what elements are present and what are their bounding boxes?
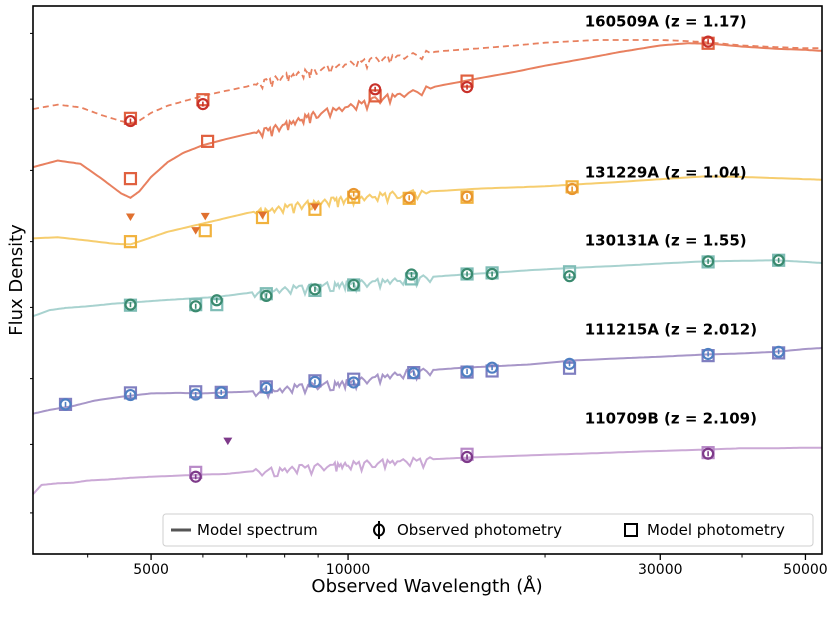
model-spectrum-line [32, 446, 822, 495]
plot-frame [32, 5, 823, 555]
upper-limit-point [125, 213, 135, 221]
model-photometry-point [200, 134, 215, 148]
grb-label: 130131A (z = 1.55) [585, 232, 747, 250]
upper-limit-point [257, 211, 267, 220]
observed-photometry-point [210, 294, 223, 307]
observed-photometry-point [189, 470, 202, 483]
series-group [32, 35, 823, 199]
observed-photometry-point [485, 267, 499, 281]
observed-photometry-point [308, 283, 322, 296]
legend-box [162, 513, 814, 547]
model-photometry-point [123, 111, 138, 125]
y-axis-label: Flux Density [6, 224, 27, 336]
observed-photometry-point [124, 298, 137, 311]
observed-photometry-point [563, 270, 576, 283]
model-photometry-point [460, 447, 474, 461]
plot-area [32, 35, 823, 495]
observed-photometry-point [702, 447, 715, 460]
observed-photometry-point [485, 361, 499, 374]
grb-labels: 160509A (z = 1.17) 131229A (z = 1.04) 1301… [585, 12, 757, 427]
x-tick-label: 5000 [133, 562, 169, 578]
series-group [32, 253, 823, 318]
model-spectrum-line [32, 42, 823, 199]
observed-photometry-point [124, 114, 137, 128]
observed-photometry-point [215, 386, 228, 399]
observed-photometry-point [772, 345, 785, 358]
observed-photometry-point [702, 347, 715, 361]
x-axis-label: Observed Wavelength (Å) [311, 575, 542, 597]
axis-ticks: 5000 10000 30000 50000 [30, 32, 828, 578]
grb-label: 111215A (z = 2.012) [585, 320, 757, 338]
grb-label: 160509A (z = 1.17) [585, 12, 747, 30]
model-spectrum-dashed-line [32, 39, 822, 125]
x-tick-label: 10000 [326, 562, 371, 578]
observed-photometry-point [196, 97, 209, 111]
observed-photometry-point [702, 35, 715, 48]
observed-photometry-point [566, 182, 579, 196]
observed-photometry-point [460, 267, 474, 281]
legend: Model spectrum Observed photometry Model… [162, 513, 814, 547]
observed-photometry-point [460, 365, 474, 378]
model-photometry-point [123, 172, 138, 186]
observed-photometry-point [407, 367, 420, 380]
upper-limit-point [200, 212, 210, 221]
legend-square-icon [624, 523, 638, 537]
observed-photometry-point [189, 300, 202, 313]
model-photometry-point [189, 385, 203, 399]
legend-entry-observed-photometry: Observed photometry [397, 521, 562, 539]
observed-photometry-point [260, 381, 273, 395]
observed-photometry-point [59, 398, 72, 411]
observed-photometry-point [189, 388, 202, 401]
observed-photometry-point [347, 278, 360, 292]
legend-entry-model-spectrum: Model spectrum [197, 521, 318, 539]
model-spectrum-line [32, 259, 823, 318]
upper-limit-point [223, 437, 233, 446]
series-group [32, 175, 822, 249]
x-tick-label: 50000 [783, 562, 828, 578]
observed-photometry-point [772, 254, 785, 267]
upper-limit-point [310, 203, 320, 212]
grb-label: 131229A (z = 1.04) [585, 164, 747, 182]
observed-photometry-point [260, 289, 273, 302]
observed-photometry-point [347, 376, 360, 389]
observed-photometry-point [460, 81, 474, 94]
observed-photometry-point [405, 268, 418, 281]
observed-photometry-point [124, 388, 137, 402]
grb-label: 110709B (z = 2.109) [585, 410, 757, 428]
observed-photometry-point [403, 191, 416, 204]
observed-photometry-point [563, 357, 576, 370]
series-group [32, 345, 823, 415]
model-photometry-point [123, 235, 138, 249]
observed-photometry-point [702, 255, 715, 268]
observed-photometry-point [308, 375, 322, 389]
series-group [32, 437, 822, 495]
observed-photometry-point [460, 450, 474, 464]
observed-photometry-point [347, 187, 360, 201]
x-tick-label: 30000 [638, 562, 683, 578]
legend-entry-model-photometry: Model photometry [647, 521, 785, 539]
model-photometry-point [198, 224, 212, 238]
observed-photometry-point [460, 190, 474, 203]
upper-limit-point [191, 227, 201, 235]
observed-photometry-point [369, 83, 382, 96]
